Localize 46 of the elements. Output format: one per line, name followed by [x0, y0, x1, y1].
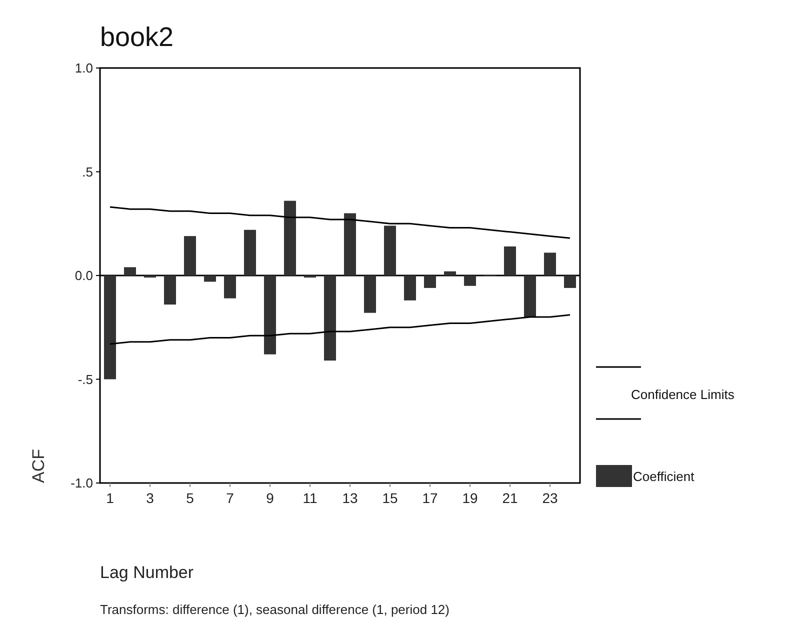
line-series [109, 314, 571, 345]
y-tick-label: 1.0 [74, 60, 93, 76]
x-tick-label: 15 [382, 490, 398, 506]
bar [124, 267, 136, 276]
chart-title: book2 [100, 22, 174, 52]
x-axis-title: Lag Number [100, 563, 194, 582]
bar [504, 246, 516, 276]
bar [224, 276, 236, 298]
bar [444, 271, 456, 276]
bar [104, 276, 116, 380]
bar [404, 276, 416, 300]
bar [464, 276, 476, 286]
text: Confidence Limits [631, 387, 735, 402]
x-tick-label: 1 [106, 490, 114, 506]
x-tick-label: 17 [422, 490, 438, 506]
bar [204, 276, 216, 282]
y-tick-label: 0.0 [74, 268, 93, 284]
x-tick-label: 3 [146, 490, 154, 506]
x-tick-label: 21 [502, 490, 518, 506]
text: Transforms: difference (1), seasonal difference (1, period 12) [100, 602, 450, 617]
y-tick-label: .5 [82, 164, 93, 180]
x-tick-label: 19 [462, 490, 478, 506]
bar [564, 276, 576, 288]
bar [344, 213, 356, 276]
bar [544, 252, 556, 276]
x-tick-label: 7 [226, 490, 234, 506]
bar [384, 226, 396, 276]
y-tick-label: -.5 [78, 372, 93, 387]
x-tick-label: 9 [266, 490, 274, 506]
bar [264, 276, 276, 354]
y-axis-title: ACF [29, 449, 48, 483]
bar [164, 276, 176, 305]
bar [244, 230, 256, 276]
bar [324, 276, 336, 361]
x-tick-label: 23 [542, 490, 558, 506]
y-tick-label: -1.0 [70, 476, 93, 491]
x-tick-label: 13 [342, 490, 358, 506]
x-tick-label: 11 [302, 490, 318, 506]
bar [284, 200, 296, 276]
x-tick-label: 5 [186, 490, 194, 506]
bar [424, 276, 436, 288]
bar [524, 276, 536, 317]
legend-label: Coefficient [633, 469, 695, 484]
bar [184, 236, 196, 276]
bar [364, 276, 376, 313]
line-series [109, 206, 571, 239]
